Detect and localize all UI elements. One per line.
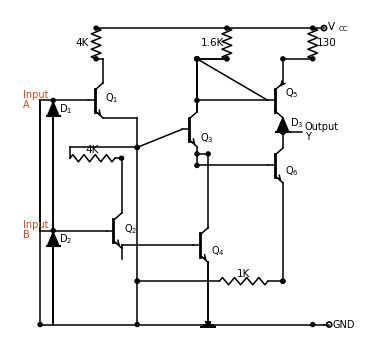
Text: Q$_6$: Q$_6$ [285,164,299,178]
Text: CC: CC [339,26,348,32]
Circle shape [135,279,139,283]
Text: D$_2$: D$_2$ [59,232,72,246]
Circle shape [135,146,139,149]
Text: 130: 130 [317,38,337,48]
Circle shape [311,322,315,327]
Circle shape [94,26,98,30]
Text: Q$_5$: Q$_5$ [285,86,299,100]
Text: Q$_4$: Q$_4$ [211,245,224,258]
Text: Q$_3$: Q$_3$ [200,132,213,145]
Text: A: A [23,100,30,110]
Circle shape [51,229,55,232]
Circle shape [135,279,139,283]
Polygon shape [47,102,59,116]
Circle shape [94,57,98,61]
Circle shape [195,152,199,156]
Circle shape [119,156,124,160]
Text: 1.6K: 1.6K [201,38,224,48]
Circle shape [281,57,285,61]
Circle shape [311,57,315,61]
Text: Input: Input [23,221,49,230]
Circle shape [281,130,285,134]
Polygon shape [47,232,59,246]
Circle shape [135,146,139,149]
Text: 4K: 4K [75,38,89,48]
Circle shape [195,57,199,61]
Text: D$_1$: D$_1$ [59,102,72,116]
Circle shape [195,57,199,61]
Text: B: B [23,230,30,240]
Text: Y: Y [304,132,310,142]
Text: Output: Output [304,122,339,132]
Circle shape [195,57,199,61]
Circle shape [206,322,210,327]
Text: Input: Input [23,90,49,100]
Circle shape [38,322,42,327]
Circle shape [135,322,139,327]
Text: Q$_1$: Q$_1$ [105,92,119,105]
Circle shape [281,279,285,283]
Circle shape [311,26,315,30]
Text: D$_3$: D$_3$ [290,116,303,130]
Circle shape [281,279,285,283]
Polygon shape [277,118,289,132]
Circle shape [195,98,199,102]
Text: GND: GND [332,320,355,329]
Circle shape [206,152,210,156]
Circle shape [225,57,229,61]
Circle shape [195,57,199,61]
Circle shape [225,57,229,61]
Circle shape [195,163,199,168]
Text: 4K: 4K [86,145,99,155]
Circle shape [195,57,199,61]
Text: V: V [329,22,335,32]
Circle shape [225,26,229,30]
Circle shape [281,130,285,134]
Text: Q$_2$: Q$_2$ [124,222,138,236]
Text: 1K: 1K [237,269,251,279]
Circle shape [51,98,55,102]
